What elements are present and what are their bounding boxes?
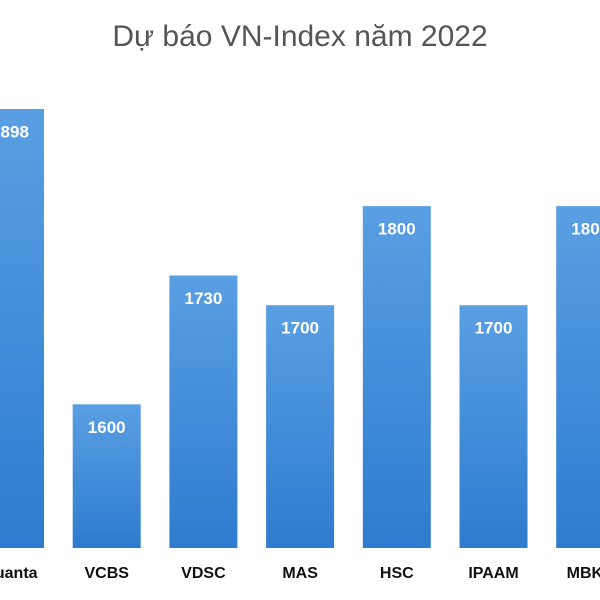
value-label: 1700 xyxy=(475,319,513,338)
x-tick-label: Quanta xyxy=(0,565,38,582)
value-label: 1700 xyxy=(281,319,319,338)
x-tick-label: IPAAM xyxy=(468,565,518,582)
bar xyxy=(0,109,44,548)
x-tick-label: MAS xyxy=(282,565,318,582)
bar xyxy=(72,404,141,548)
value-label: 1800 xyxy=(378,220,416,239)
x-tick-label: VDSC xyxy=(181,565,226,582)
value-label: 1600 xyxy=(88,418,126,437)
value-label: 1730 xyxy=(184,289,222,308)
bar xyxy=(169,275,238,548)
bar xyxy=(266,305,335,548)
bar xyxy=(459,305,528,548)
value-label: 1800 xyxy=(571,220,600,239)
value-label: 1898 xyxy=(0,122,29,141)
x-tick-label: VCBS xyxy=(84,565,129,582)
chart-title: Dự báo VN-Index năm 2022 xyxy=(112,20,487,53)
bar xyxy=(362,206,431,548)
x-tick-label: MBKE xyxy=(567,565,600,582)
bar xyxy=(556,206,600,548)
x-tick-label: HSC xyxy=(380,565,414,582)
